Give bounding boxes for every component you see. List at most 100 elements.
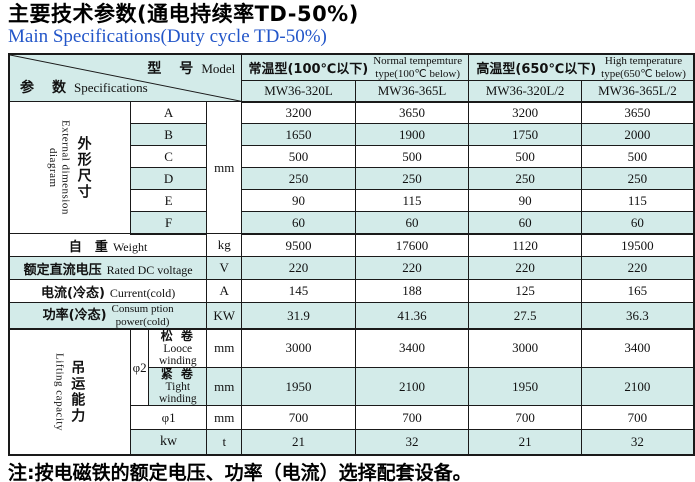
table-row-E: E 90 115 90 115 <box>9 189 695 213</box>
model-label-zh: 型 号 <box>147 61 196 78</box>
table-row-voltage: 额定直流电压 Rated DC voltage V 220 220 220 220 <box>8 256 695 281</box>
cell-value: 36.3 <box>580 302 695 330</box>
cell-value: 3400 <box>354 328 470 369</box>
external-dimension-side-cell: External dimension diagram 外形尺寸 <box>8 101 131 235</box>
cell-value: 31.9 <box>241 302 356 330</box>
cell-value: 700 <box>580 405 695 431</box>
cell-value: 500 <box>241 145 356 169</box>
cell-value: 3000 <box>241 328 356 369</box>
model-name: MW36-365L/2 <box>580 80 695 103</box>
spec-label-en: Specifications <box>74 80 148 96</box>
group-high-en-line2: type(650℃ below) <box>601 67 686 80</box>
group-normal-en: Normal tempemture type(100℃ below) <box>373 55 462 80</box>
power-en: Consum ption power(cold) <box>112 304 174 328</box>
row-label-voltage: 额定直流电压 Rated DC voltage <box>8 256 208 281</box>
cell-value: 2100 <box>354 367 470 407</box>
side-en-line1: External dimension <box>59 120 72 216</box>
cell-value: 220 <box>580 256 695 281</box>
unit-kg: kg <box>206 233 243 258</box>
cell-value: 250 <box>241 167 356 191</box>
cell-value: 1950 <box>241 367 356 407</box>
group-high-zh: 高温型(650℃以下) <box>476 62 597 78</box>
cell-value: 90 <box>468 189 582 213</box>
unit-mm: mm <box>206 405 243 431</box>
cell-value: 1900 <box>354 123 470 147</box>
cell-value: 17600 <box>354 233 470 258</box>
spec-label-zh: 参 数 <box>20 80 68 97</box>
group-normal-en-line2: type(100℃ below) <box>375 67 461 80</box>
cell-value: 19500 <box>580 233 695 258</box>
cell-value: 3650 <box>580 101 695 125</box>
power-zh: 功率(冷态) <box>42 307 107 323</box>
row-label-F: F <box>129 211 208 235</box>
group-normal-en-line1: Normal tempemture <box>373 55 463 68</box>
table-row-A: External dimension diagram 外形尺寸 A mm 320… <box>8 101 695 235</box>
table-row-C: C 500 500 500 500 <box>9 145 695 169</box>
side-label-en: External dimension diagram <box>46 120 72 216</box>
row-label-power: 功率(冷态) Consum ption power(cold) <box>8 302 208 330</box>
cell-value: 90 <box>241 189 356 213</box>
loose-en: Looce winding <box>158 343 197 368</box>
corner-cell: 型 号 Model 参 数 Specifications <box>8 53 243 103</box>
tight-en: Tight winding <box>158 381 197 406</box>
unit-mm: mm <box>206 101 243 235</box>
model-label-en: Model <box>201 61 236 77</box>
voltage-zh: 额定直流电压 <box>23 262 102 278</box>
cell-value: 3200 <box>241 101 356 125</box>
cell-value: 3650 <box>354 101 470 125</box>
unit-a: A <box>206 279 243 304</box>
unit-kw: KW <box>206 302 243 330</box>
table-row-phi1: φ1 mm 700 700 700 700 <box>9 405 695 431</box>
current-en: Current(cold) <box>109 285 176 300</box>
cell-value: 250 <box>468 167 582 191</box>
note-chinese: 注:按电磁铁的额定电压、功率（电流）选择配套设备。 <box>8 461 472 482</box>
row-label-loose-winding: 松 卷 Looce winding <box>148 328 208 369</box>
table-row-kw: kw t 21 32 21 32 <box>9 429 695 456</box>
footer-notes: 注:按电磁铁的额定电压、功率（电流）选择配套设备。 Note:To select… <box>8 461 695 482</box>
cell-value: 188 <box>354 279 470 304</box>
side-en-line2: diagram <box>46 148 59 188</box>
page-title-english: Main Specifications(Duty cycle TD-50%) <box>8 26 327 48</box>
row-label-B: B <box>129 123 208 147</box>
cell-value: 9500 <box>241 233 356 258</box>
row-label-E: E <box>129 189 208 213</box>
tight-zh: 紧 卷 <box>160 367 195 382</box>
header-model-row: MW36-320L MW36-365L MW36-320L/2 MW36-365… <box>9 80 695 103</box>
side-label-zh: 外形尺寸 <box>75 135 92 200</box>
group-high-en: High temperature type(650℃ below) <box>601 55 686 80</box>
row-label-A: A <box>129 101 208 125</box>
table-row-tight-winding: 紧 卷 Tight winding mm 1950 2100 1950 2100 <box>9 367 695 407</box>
power-en-line2: power(cold) <box>115 315 170 328</box>
model-name: MW36-365L <box>354 80 470 103</box>
cell-value: 500 <box>354 145 470 169</box>
row-label-kw: kw <box>129 429 208 456</box>
cell-value: 125 <box>468 279 582 304</box>
lift-side-zh: 吊运能力 <box>69 359 86 424</box>
header-group-row: 型 号 Model 参 数 Specifications 常温型(100℃以下) N… <box>8 53 695 103</box>
cell-value: 60 <box>241 211 356 235</box>
row-label-D: D <box>129 167 208 191</box>
cell-value: 220 <box>354 256 470 281</box>
cell-value: 165 <box>580 279 695 304</box>
cell-value: 3000 <box>468 328 582 369</box>
weight-en: Weight <box>112 240 148 255</box>
table-row-D: D 250 250 250 250 <box>9 167 695 191</box>
group-normal-zh: 常温型(100℃以下) <box>248 62 369 78</box>
cell-value: 1750 <box>468 123 582 147</box>
lift-side-en: Lifting capacity <box>53 352 66 431</box>
unit-v: V <box>206 256 243 281</box>
cell-value: 250 <box>580 167 695 191</box>
cell-value: 41.36 <box>354 302 470 330</box>
corner-model-label: 型 号 Model <box>147 58 235 78</box>
cell-value: 700 <box>241 405 356 431</box>
cell-value: 3200 <box>468 101 582 125</box>
cell-value: 700 <box>468 405 582 431</box>
cell-value: 2000 <box>580 123 695 147</box>
phi2-label: φ2 <box>129 328 150 407</box>
cell-value: 21 <box>241 429 356 456</box>
row-label-tight-winding: 紧 卷 Tight winding <box>148 367 208 407</box>
model-name: MW36-320L/2 <box>468 80 582 103</box>
table-row-weight: 自 重 Weight kg 9500 17600 1120 19500 <box>8 233 695 258</box>
cell-value: 250 <box>354 167 470 191</box>
